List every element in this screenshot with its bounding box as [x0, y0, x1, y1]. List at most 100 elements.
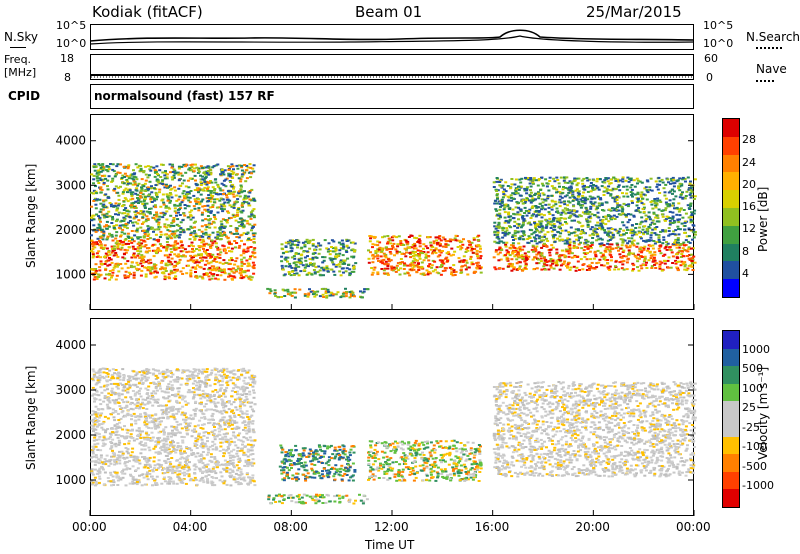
- heatmap-cell: [110, 274, 114, 277]
- heatmap-cell: [157, 223, 161, 226]
- heatmap-cell: [173, 271, 177, 274]
- heatmap-cell: [154, 451, 158, 454]
- heatmap-cell: [144, 173, 148, 176]
- heatmap-cell: [253, 232, 257, 235]
- heatmap-cell: [138, 212, 142, 215]
- heatmap-cell: [207, 200, 210, 202]
- heatmap-cell: [318, 248, 322, 251]
- heatmap-cell: [177, 198, 181, 201]
- heatmap-cell: [207, 189, 211, 192]
- heatmap-cell: [250, 254, 254, 257]
- heatmap-cell: [164, 171, 167, 174]
- heatmap-cell: [131, 465, 135, 468]
- heatmap-cell: [134, 213, 138, 216]
- heatmap-cell: [141, 229, 145, 232]
- heatmap-cell: [318, 269, 322, 272]
- heatmap-cell: [117, 186, 121, 189]
- heatmap-cell: [98, 274, 102, 277]
- heatmap-cell: [204, 231, 208, 234]
- heatmap-cell: [299, 270, 303, 273]
- heatmap-cell: [135, 229, 139, 232]
- heatmap-cell: [247, 262, 251, 265]
- heatmap-cell: [242, 219, 246, 222]
- heatmap-cell: [175, 269, 179, 272]
- heatmap-cell: [232, 271, 236, 274]
- heatmap-cell: [252, 216, 256, 219]
- heatmap-cell: [229, 257, 233, 259]
- heatmap-cell: [280, 296, 283, 298]
- heatmap-cell: [127, 175, 131, 178]
- heatmap-cell: [235, 213, 239, 216]
- heatmap-cell: [111, 163, 115, 166]
- heatmap-cell: [325, 265, 329, 268]
- heatmap-cell: [232, 275, 236, 278]
- heatmap-cell: [246, 232, 250, 235]
- heatmap-cell: [134, 200, 138, 203]
- heatmap-cell: [250, 227, 254, 230]
- heatmap-cell: [123, 176, 127, 178]
- heatmap-cell: [140, 178, 144, 181]
- heatmap-cell: [126, 189, 130, 192]
- heatmap-cell: [165, 176, 169, 179]
- heatmap-cell: [198, 265, 202, 268]
- heatmap-cell: [95, 172, 99, 175]
- heatmap-cell: [123, 253, 126, 256]
- heatmap-cell: [171, 178, 175, 181]
- heatmap-cell: [219, 197, 223, 200]
- heatmap-cell: [191, 248, 194, 250]
- heatmap-cell: [163, 223, 167, 226]
- heatmap-cell: [249, 278, 253, 281]
- heatmap-cell: [163, 448, 167, 451]
- heatmap-cell: [228, 165, 232, 168]
- heatmap-cell: [153, 228, 157, 231]
- heatmap-cell: [104, 267, 108, 270]
- heatmap-cell: [232, 187, 235, 190]
- heatmap-cell: [209, 456, 213, 458]
- heatmap-cell: [166, 229, 170, 232]
- heatmap-cell: [166, 237, 170, 240]
- heatmap-cell: [195, 166, 199, 169]
- heatmap-cell: [242, 262, 246, 265]
- heatmap-cell: [115, 218, 119, 221]
- heatmap-cell: [109, 203, 113, 206]
- heatmap-cell: [99, 260, 103, 263]
- heatmap-cell: [144, 459, 148, 462]
- heatmap-cell: [174, 248, 178, 251]
- heatmap-cell: [239, 254, 243, 257]
- heatmap-cell: [139, 250, 143, 253]
- heatmap-cell: [119, 263, 123, 265]
- heatmap-cell: [168, 163, 172, 166]
- heatmap-cell: [199, 254, 203, 257]
- heatmap-cell: [351, 241, 355, 244]
- heatmap-cell: [242, 252, 246, 255]
- heatmap-cell: [250, 229, 253, 232]
- heatmap-cell: [179, 172, 183, 175]
- heatmap-cell: [146, 217, 150, 220]
- heatmap-cell: [148, 180, 152, 183]
- heatmap-cell: [177, 236, 181, 239]
- heatmap-cell: [199, 188, 203, 191]
- nave-label: Nave: [756, 62, 787, 76]
- heatmap-cell: [154, 191, 158, 194]
- heatmap-cell: [116, 163, 120, 166]
- heatmap-cell: [154, 250, 158, 253]
- heatmap-cell: [160, 266, 164, 269]
- heatmap-cell: [149, 272, 153, 275]
- heatmap-cell: [239, 191, 243, 194]
- heatmap-cell: [153, 199, 157, 202]
- heatmap-cell: [122, 209, 126, 211]
- heatmap-cell: [245, 197, 249, 199]
- heatmap-cell: [126, 260, 130, 263]
- heatmap-cell: [163, 233, 167, 236]
- heatmap-cell: [177, 179, 181, 182]
- heatmap-cell: [101, 208, 105, 211]
- heatmap-cell: [228, 175, 232, 178]
- heatmap-cell: [152, 238, 156, 241]
- heatmap-cell: [91, 214, 95, 217]
- heatmap-cell: [218, 269, 221, 272]
- heatmap-cell: [225, 448, 229, 451]
- heatmap-cell: [235, 452, 239, 455]
- heatmap-cell: [152, 217, 156, 219]
- heatmap-cell: [123, 232, 127, 235]
- heatmap-cell: [221, 271, 224, 274]
